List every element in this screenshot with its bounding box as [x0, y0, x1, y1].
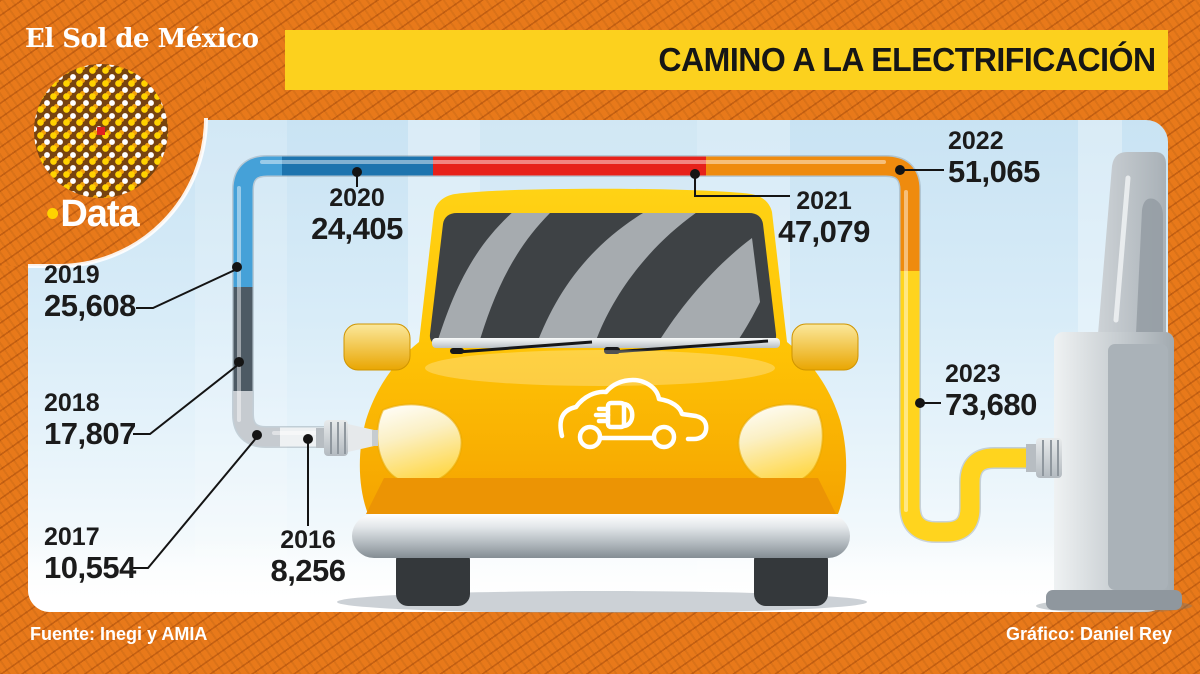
leader-line-2017 [130, 436, 258, 569]
value-label: 25,608 [44, 288, 136, 323]
data-label-2023: 2023 73,680 [945, 360, 1037, 422]
data-label-2016: 2016 8,256 [248, 526, 368, 588]
leader-line-2021 [694, 176, 790, 197]
value-label: 17,807 [44, 416, 136, 451]
charging-cable [232, 155, 1032, 543]
wiper-hub [604, 347, 620, 354]
windshield-reflections [436, 213, 760, 346]
cable-segment-2017 [233, 391, 280, 447]
leader-line-2019 [136, 268, 238, 309]
marker-dot-2021 [690, 169, 700, 179]
right-mirror [791, 323, 859, 371]
marker-dots [232, 165, 925, 444]
marker-dot-2018 [234, 357, 244, 367]
cable-gloss [237, 160, 908, 512]
pump-inlet-connector [1026, 438, 1062, 478]
year-label: 2016 [280, 526, 336, 554]
electric-car-illustration [343, 188, 859, 606]
bumper [352, 514, 850, 558]
wiper-icon [457, 339, 769, 354]
data-label-2018: 2018 17,807 [44, 389, 136, 451]
value-label: 8,256 [270, 553, 346, 588]
year-label: 2021 [796, 187, 852, 215]
cable-segment-2023 [900, 271, 1032, 542]
right-headlight [737, 403, 824, 486]
data-wordmark: •Data [46, 193, 140, 235]
left-headlight [376, 403, 463, 486]
pump-body-panel [1108, 344, 1168, 590]
value-label: 51,065 [948, 154, 1040, 189]
cable-segment-2019 [233, 156, 282, 287]
year-label: 2017 [44, 523, 100, 551]
masthead-title: El Sol de México [25, 24, 259, 54]
credit-note: Gráfico: Daniel Rey [1005, 624, 1172, 644]
right-wheel [754, 548, 828, 606]
leader-line-2018 [133, 363, 240, 435]
left-wheel [396, 548, 470, 606]
data-label-2017: 2017 10,554 [44, 523, 136, 585]
hood-highlight [425, 350, 775, 386]
lower-fascia [366, 478, 836, 514]
data-label-2020: 2020 24,405 [292, 184, 422, 246]
charging-station-illustration [1046, 152, 1182, 610]
ev-car-plug-icon [558, 377, 709, 450]
source-note: Fuente: Inegi y AMIA [30, 624, 208, 644]
pump-top-panel [1136, 198, 1163, 334]
year-label: 2018 [44, 389, 100, 417]
logo-center-dot-icon [97, 127, 105, 135]
pump-base [1046, 590, 1182, 610]
sun-dot-matrix-logo [34, 64, 168, 198]
panel-corner-arc [28, 117, 208, 268]
marker-dot-2016 [303, 434, 313, 444]
marker-dot-2023 [915, 398, 925, 408]
marker-dot-2022 [895, 165, 905, 175]
leader-lines [130, 169, 944, 569]
bullet-icon: • [46, 193, 59, 235]
left-mirror [343, 323, 411, 371]
marker-dot-2017 [252, 430, 262, 440]
year-label: 2020 [329, 184, 385, 212]
year-label: 2023 [945, 360, 1001, 388]
data-label-2021: 2021 47,079 [759, 187, 889, 249]
year-label: 2019 [44, 261, 100, 289]
marker-dot-2019 [232, 262, 242, 272]
car-charge-connector [316, 420, 378, 456]
value-label: 73,680 [945, 387, 1037, 422]
value-label: 47,079 [778, 214, 870, 249]
marker-dot-2020 [352, 167, 362, 177]
value-label: 10,554 [44, 550, 136, 585]
wiper-hub [450, 348, 464, 354]
value-label: 24,405 [311, 211, 403, 246]
data-label: Data [60, 193, 139, 235]
year-label: 2022 [948, 127, 1004, 155]
data-label-2019: 2019 25,608 [44, 261, 136, 323]
page-title: CAMINO A LA ELECTRIFICACIÓN [658, 41, 1157, 78]
data-label-2022: 2022 51,065 [948, 127, 1040, 189]
pump-top-highlight [1113, 175, 1131, 323]
title-banner: CAMINO A LA ELECTRIFICACIÓN [285, 30, 1168, 90]
